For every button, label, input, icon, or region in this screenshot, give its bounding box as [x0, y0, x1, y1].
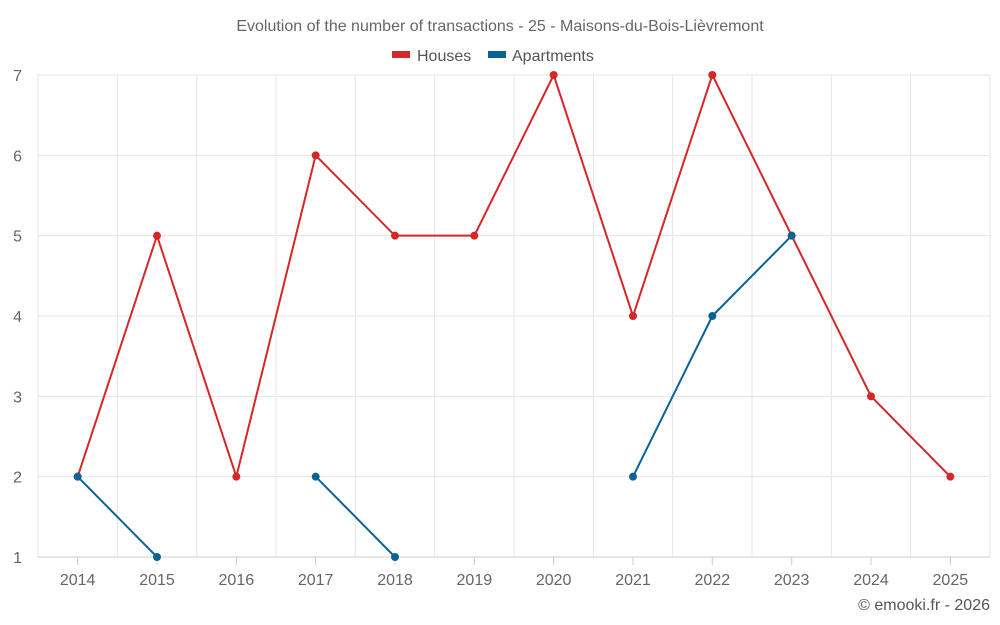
x-tick-label: 2014 — [60, 572, 96, 589]
y-tick-label: 5 — [13, 229, 22, 246]
data-point-houses[interactable] — [708, 71, 717, 79]
data-point-apartments[interactable] — [708, 312, 717, 320]
credit-text: © emooki.fr - 2026 — [858, 597, 990, 614]
series-layer — [73, 71, 955, 561]
x-tick-label: 2016 — [219, 572, 255, 589]
axes: 1 2 3 4 5 6 7 2014 2015 2016 2017 2018 2019 2020 2021 2… — [13, 68, 990, 589]
y-tick-label: 4 — [13, 309, 22, 326]
data-point-houses[interactable] — [946, 472, 955, 481]
data-point-houses[interactable] — [232, 472, 241, 481]
y-tick-label: 6 — [13, 148, 22, 165]
series-line-apartments[interactable] — [314, 475, 396, 558]
y-tick-label: 3 — [13, 389, 22, 406]
legend[interactable]: Houses Apartments — [392, 48, 594, 65]
data-point-apartments[interactable] — [629, 472, 637, 481]
series-line-houses[interactable] — [76, 74, 952, 478]
y-tick-label: 2 — [13, 470, 22, 487]
data-point-houses[interactable] — [311, 151, 320, 160]
data-point-houses[interactable] — [629, 312, 637, 320]
x-tick-label: 2022 — [695, 572, 731, 589]
data-point-houses[interactable] — [867, 392, 875, 401]
data-point-apartments[interactable] — [153, 553, 161, 561]
legend-label-apartments[interactable]: Apartments — [512, 48, 594, 65]
legend-label-houses[interactable]: Houses — [417, 48, 471, 65]
x-tick-label: 2023 — [774, 572, 810, 589]
data-point-apartments[interactable] — [311, 472, 320, 481]
x-tick-label: 2021 — [615, 572, 651, 589]
data-point-apartments[interactable] — [73, 472, 82, 481]
data-point-apartments[interactable] — [391, 553, 399, 561]
y-tick-label: 1 — [13, 550, 22, 567]
series-apartments[interactable] — [73, 231, 796, 561]
x-tick-label: 2025 — [933, 572, 969, 589]
data-point-houses[interactable] — [153, 231, 161, 240]
series-line-apartments[interactable] — [76, 475, 158, 558]
legend-swatch-houses[interactable] — [392, 51, 410, 58]
y-tick-label: 7 — [13, 68, 22, 85]
x-tick-label: 2019 — [457, 572, 493, 589]
chart-title: Evolution of the number of transactions … — [236, 18, 764, 35]
data-point-houses[interactable] — [391, 231, 399, 240]
series-houses[interactable] — [73, 71, 955, 481]
x-tick-label: 2018 — [377, 572, 413, 589]
legend-swatch-apartments[interactable] — [488, 51, 506, 58]
data-point-apartments[interactable] — [787, 231, 796, 240]
x-tick-label: 2017 — [298, 572, 334, 589]
x-tick-label: 2024 — [853, 572, 889, 589]
grid — [37, 74, 991, 557]
x-tick-label: 2020 — [536, 572, 572, 589]
series-line-apartments[interactable] — [632, 234, 793, 478]
data-point-houses[interactable] — [549, 71, 558, 79]
x-tick-label: 2015 — [139, 572, 175, 589]
data-point-houses[interactable] — [470, 231, 479, 240]
